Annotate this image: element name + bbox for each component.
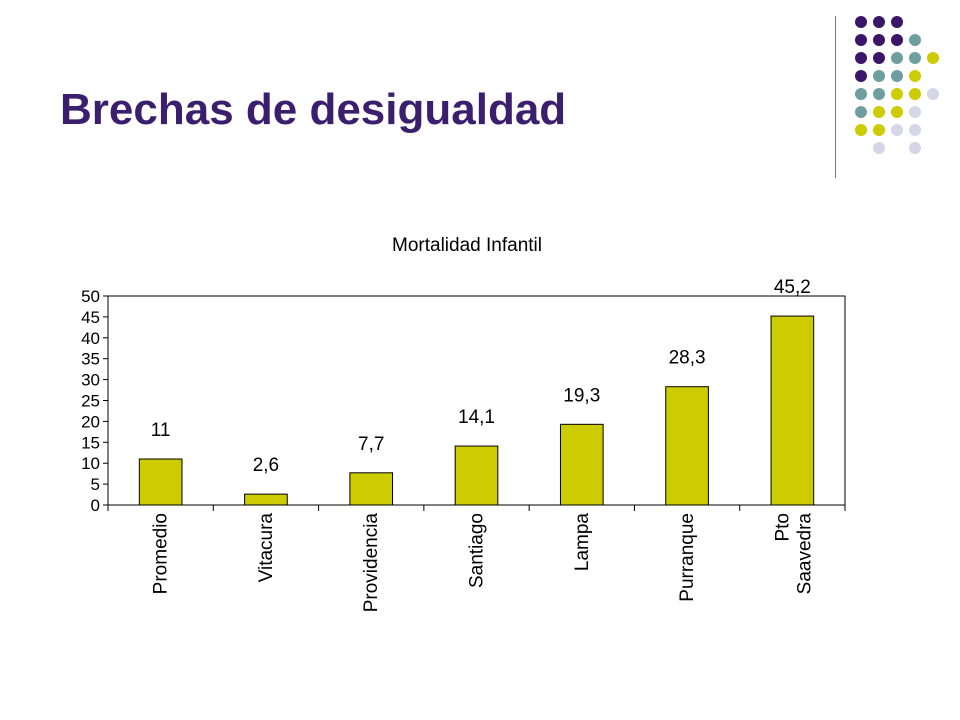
- dot: [855, 34, 867, 46]
- dot-grid-icon: [855, 16, 939, 154]
- y-tick-label: 5: [91, 475, 100, 494]
- slide-title: Brechas de desigualdad: [60, 85, 567, 134]
- dot: [927, 52, 939, 64]
- x-tick-label: Vitacura: [256, 513, 277, 583]
- data-label: 2,6: [253, 455, 279, 476]
- dot: [891, 106, 903, 118]
- y-tick-label: 20: [81, 412, 100, 431]
- dot: [891, 70, 903, 82]
- dot: [873, 34, 885, 46]
- dot: [855, 88, 867, 100]
- bar-santiago: [454, 445, 499, 506]
- x-tick-label: Purranque: [677, 513, 698, 602]
- x-tick-label: Providencia: [361, 513, 382, 613]
- dot: [873, 52, 885, 64]
- dot: [855, 106, 867, 118]
- dot: [873, 16, 885, 28]
- chart-title: Mortalidad Infantil: [392, 235, 542, 256]
- y-tick-label: 35: [81, 350, 100, 369]
- y-tick-label: 15: [81, 433, 100, 452]
- y-tick-label: 45: [81, 308, 100, 327]
- data-label: 7,7: [358, 434, 384, 455]
- x-tick-label: Lampa: [572, 513, 593, 572]
- data-label: 45,2: [774, 277, 811, 298]
- bar-purranque: [665, 386, 709, 506]
- bar-providencia: [349, 472, 394, 506]
- data-label: 11: [151, 420, 171, 441]
- dot: [873, 106, 885, 118]
- dot: [909, 124, 921, 136]
- bar-pto-saavedra: [770, 315, 815, 506]
- bar-vitacura: [244, 493, 288, 506]
- x-tick-label: Santiago: [467, 513, 488, 588]
- data-label: 14,1: [458, 407, 495, 428]
- dot: [891, 34, 903, 46]
- dot: [909, 52, 921, 64]
- dot: [891, 16, 903, 28]
- data-label: 19,3: [563, 385, 600, 406]
- dot: [909, 88, 921, 100]
- dot: [927, 88, 939, 100]
- y-tick-label: 40: [81, 329, 100, 348]
- dot: [855, 52, 867, 64]
- dot: [891, 52, 903, 64]
- bar-lampa: [559, 423, 604, 506]
- data-label: 28,3: [669, 348, 706, 369]
- y-tick-label: 50: [81, 287, 100, 306]
- dot: [873, 70, 885, 82]
- dot: [891, 124, 903, 136]
- x-tick-label: PtoSaavedra: [772, 513, 815, 595]
- y-tick-label: 10: [81, 454, 100, 473]
- dot: [909, 142, 921, 154]
- title-divider: [835, 16, 836, 178]
- y-tick-label: 0: [91, 496, 100, 515]
- dot: [909, 70, 921, 82]
- dot: [909, 34, 921, 46]
- dot: [873, 88, 885, 100]
- dot: [855, 70, 867, 82]
- bar-promedio: [138, 458, 183, 506]
- y-tick-label: 25: [81, 392, 100, 411]
- dot: [855, 16, 867, 28]
- x-tick-label: Promedio: [151, 513, 172, 594]
- y-tick-label: 30: [81, 371, 100, 390]
- dot: [855, 124, 867, 136]
- dot: [891, 88, 903, 100]
- dot: [873, 142, 885, 154]
- dot: [909, 106, 921, 118]
- dot: [873, 124, 885, 136]
